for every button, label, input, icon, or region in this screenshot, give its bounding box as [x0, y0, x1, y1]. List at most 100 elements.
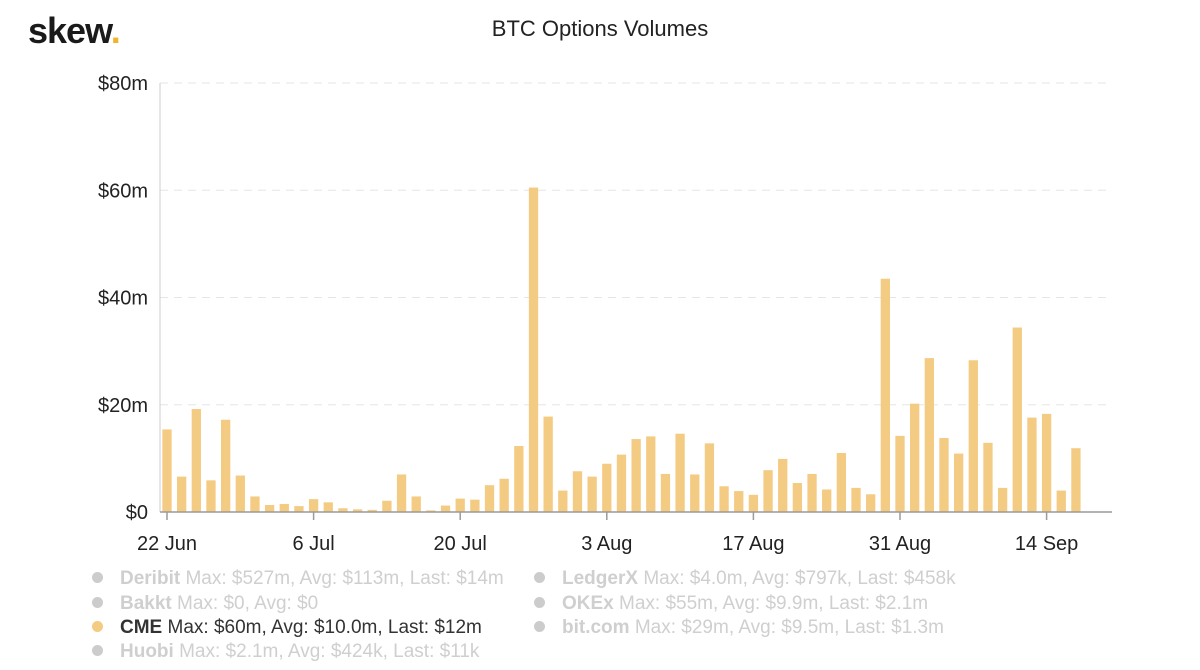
skew-logo: skew. [28, 10, 121, 52]
bar[interactable] [734, 491, 744, 512]
bar[interactable] [1071, 448, 1081, 512]
legend-item-bitcom[interactable]: bit.com Max: $29m, Avg: $9.5m, Last: $1.… [534, 615, 944, 641]
bar[interactable] [220, 419, 231, 512]
y-axis-labels: $0 $20m $40m $60m $80m [98, 73, 148, 524]
brand-dot: . [110, 10, 121, 51]
bar[interactable] [763, 470, 773, 512]
x-tick-label: 31 Aug [869, 533, 931, 555]
bar[interactable] [953, 453, 964, 512]
bar[interactable] [558, 490, 568, 512]
bar[interactable] [528, 187, 539, 512]
bar[interactable] [880, 278, 890, 512]
legend-series-stats: Max: $55m, Avg: $9.9m, Last: $2.1m [619, 593, 929, 614]
bar[interactable] [235, 475, 245, 512]
bar[interactable] [470, 499, 480, 512]
legend-series-stats: Max: $0, Avg: $0 [177, 593, 319, 614]
bar[interactable] [792, 483, 803, 512]
bar[interactable] [396, 474, 407, 512]
bar[interactable] [602, 463, 612, 512]
bar[interactable] [411, 496, 421, 512]
bar[interactable] [646, 436, 656, 512]
legend-item-huobi[interactable]: Huobi Max: $2.1m, Avg: $424k, Last: $11k [92, 639, 479, 665]
legend-item-bakkt[interactable]: Bakkt Max: $0, Avg: $0 [92, 591, 318, 617]
bar[interactable] [807, 473, 817, 512]
bar[interactable] [866, 494, 876, 512]
legend-item-okex[interactable]: OKEx Max: $55m, Avg: $9.9m, Last: $2.1m [534, 591, 928, 617]
legend-item-deribit[interactable]: Deribit Max: $527m, Avg: $113m, Last: $1… [92, 566, 504, 592]
bars [162, 187, 1081, 512]
bar[interactable] [983, 442, 993, 512]
bar[interactable] [1056, 490, 1066, 512]
bar[interactable] [382, 500, 392, 512]
x-tick-label: 17 Aug [722, 533, 784, 555]
legend-swatch [92, 621, 103, 633]
bar[interactable] [924, 358, 934, 512]
y-tick-label: $40m [98, 288, 148, 310]
legend-swatch [92, 572, 103, 584]
bar[interactable] [323, 502, 333, 512]
x-tick-label: 6 Jul [292, 533, 334, 555]
bar[interactable] [206, 480, 216, 512]
bar[interactable] [690, 474, 700, 512]
bar[interactable] [836, 453, 847, 512]
bar[interactable] [338, 508, 348, 512]
bar[interactable] [484, 485, 495, 512]
legend-item-ledgerx[interactable]: LedgerX Max: $4.0m, Avg: $797k, Last: $4… [534, 566, 956, 592]
legend-series-name: Huobi [120, 641, 174, 662]
bar[interactable] [352, 509, 363, 512]
bar[interactable] [308, 499, 319, 512]
legend-swatch [92, 645, 103, 657]
bar[interactable] [660, 473, 671, 512]
bar[interactable] [719, 486, 729, 512]
axes [159, 83, 1112, 520]
bar[interactable] [250, 496, 260, 512]
bar[interactable] [264, 505, 275, 512]
bar[interactable] [426, 510, 436, 512]
bar[interactable] [499, 478, 509, 512]
bar[interactable] [440, 505, 451, 512]
bar[interactable] [748, 494, 759, 512]
legend-swatch [534, 572, 545, 584]
bar[interactable] [543, 416, 553, 512]
bar[interactable] [572, 471, 583, 512]
bar[interactable] [895, 435, 905, 512]
bar[interactable] [939, 438, 949, 512]
y-tick-label: $0 [126, 502, 148, 524]
bar[interactable] [778, 458, 788, 512]
bar[interactable] [675, 433, 685, 512]
legend-series-stats: Max: $29m, Avg: $9.5m, Last: $1.3m [634, 617, 944, 638]
bar[interactable] [1041, 413, 1052, 512]
bar[interactable] [455, 498, 465, 512]
bar[interactable] [616, 454, 627, 512]
bar[interactable] [631, 439, 641, 512]
y-tick-label: $80m [98, 73, 148, 95]
legend-series-stats: Max: $4.0m, Avg: $797k, Last: $458k [643, 568, 956, 589]
bar[interactable] [1012, 327, 1022, 512]
bar[interactable] [279, 503, 289, 512]
chart-title: BTC Options Volumes [491, 16, 709, 41]
x-tick-label: 20 Jul [434, 533, 487, 555]
bar[interactable] [997, 487, 1008, 512]
bar[interactable] [514, 446, 524, 512]
bar[interactable] [294, 506, 304, 512]
bar[interactable] [162, 429, 172, 512]
bar[interactable] [910, 403, 920, 512]
bar[interactable] [704, 443, 715, 512]
y-tick-label: $60m [98, 180, 148, 202]
bar[interactable] [367, 509, 377, 512]
grid-lines [160, 82, 1112, 406]
legend-series-name: CME [120, 617, 163, 638]
x-tick-label: 22 Jun [137, 533, 197, 555]
bar[interactable] [968, 360, 978, 512]
bar[interactable] [1027, 417, 1037, 512]
y-tick-label: $20m [98, 395, 148, 417]
brand-name: skew [28, 10, 112, 51]
bar[interactable] [822, 489, 832, 512]
bar[interactable] [177, 476, 187, 512]
bar[interactable] [587, 476, 597, 512]
bar[interactable] [191, 409, 201, 512]
legend-swatch [92, 597, 103, 609]
x-tick-label: 14 Sep [1015, 533, 1078, 555]
legend-item-cme[interactable]: CME Max: $60m, Avg: $10.0m, Last: $12m [92, 615, 482, 641]
bar[interactable] [851, 487, 861, 512]
